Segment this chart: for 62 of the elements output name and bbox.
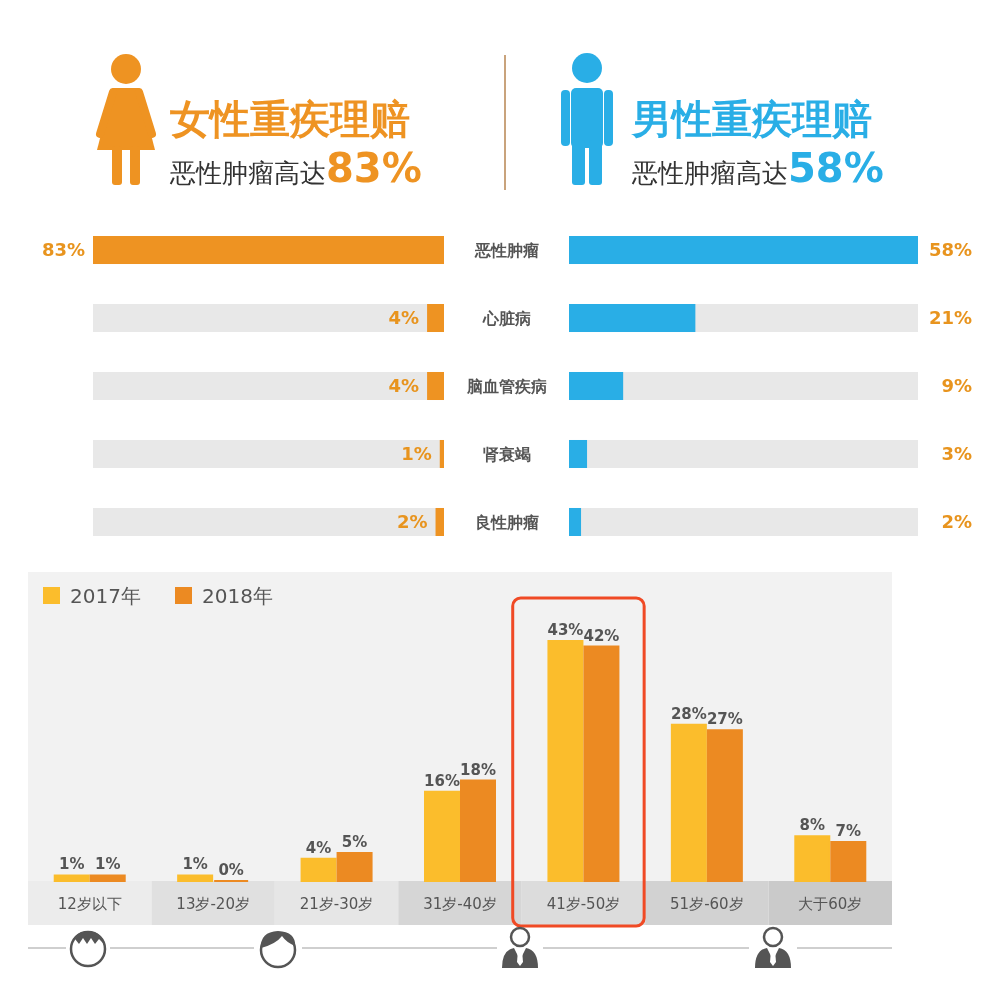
y-tick-label: 心脏病 — [482, 308, 531, 328]
x-tick-label: 大于60岁 — [798, 895, 863, 913]
data-label: 43% — [547, 621, 584, 639]
x-tick-label: 51岁-60岁 — [670, 895, 744, 913]
y-tick-label: 脑血管疾病 — [466, 376, 547, 396]
data-label: 16% — [424, 771, 460, 790]
data-label: 1% — [94, 855, 121, 874]
bar — [427, 371, 444, 401]
data-label: 4% — [388, 375, 420, 397]
data-label: 42% — [583, 626, 620, 645]
y-tick-label: 良性肿瘤 — [475, 512, 539, 532]
data-label: 0% — [218, 861, 244, 879]
data-label: 21% — [928, 307, 972, 329]
data-label: 1% — [182, 855, 208, 874]
y-tick-label: 肾衰竭 — [483, 444, 531, 464]
data-label: 4% — [388, 307, 420, 329]
legend-label: 2018年 — [202, 584, 273, 608]
data-label: 1% — [401, 443, 432, 465]
data-label: 27% — [706, 710, 743, 729]
data-label: 8% — [799, 816, 826, 835]
bar — [830, 840, 867, 882]
bar — [670, 723, 707, 882]
x-tick-label: 21岁-30岁 — [299, 895, 374, 913]
chart-subtitle: 恶性肿瘤高达58% — [631, 145, 884, 191]
bar — [424, 790, 460, 882]
y-tick-label: 恶性肿瘤 — [474, 240, 539, 260]
data-label: 7% — [835, 821, 862, 840]
bar — [547, 640, 584, 882]
bar — [89, 874, 126, 882]
data-label: 2% — [941, 511, 972, 533]
data-label: 83% — [41, 239, 85, 261]
x-tick-label: 13岁-20岁 — [176, 895, 250, 913]
bar — [569, 507, 582, 536]
legend-label: 2017年 — [70, 584, 141, 608]
data-label: 28% — [670, 704, 707, 723]
data-label: 3% — [941, 443, 972, 465]
x-tick-label: 31岁-40岁 — [423, 895, 497, 913]
bar — [583, 645, 620, 882]
bar — [460, 779, 496, 882]
chart-title: 女性重疾理赔 — [170, 96, 410, 142]
chart-title: 男性重疾理赔 — [631, 96, 872, 142]
data-label: 4% — [305, 838, 332, 857]
bar — [53, 874, 90, 882]
x-tick-label: 41岁-50岁 — [546, 895, 621, 913]
bar — [336, 852, 373, 882]
data-label: 58% — [928, 239, 972, 261]
data-label: 18% — [460, 760, 496, 779]
bar — [300, 857, 337, 882]
data-label: 5% — [341, 833, 368, 852]
bar — [706, 729, 743, 882]
data-label: 2% — [396, 511, 428, 533]
bar — [794, 835, 831, 882]
bar — [569, 371, 624, 401]
data-label: 1% — [58, 855, 85, 874]
x-tick-label: 12岁以下 — [57, 895, 122, 913]
bar — [569, 439, 588, 468]
bar — [177, 874, 214, 882]
chart-subtitle: 恶性肿瘤高达83% — [169, 145, 422, 191]
bar — [439, 439, 444, 468]
bar — [427, 304, 444, 333]
bar — [435, 507, 444, 536]
data-label: 9% — [941, 375, 972, 397]
